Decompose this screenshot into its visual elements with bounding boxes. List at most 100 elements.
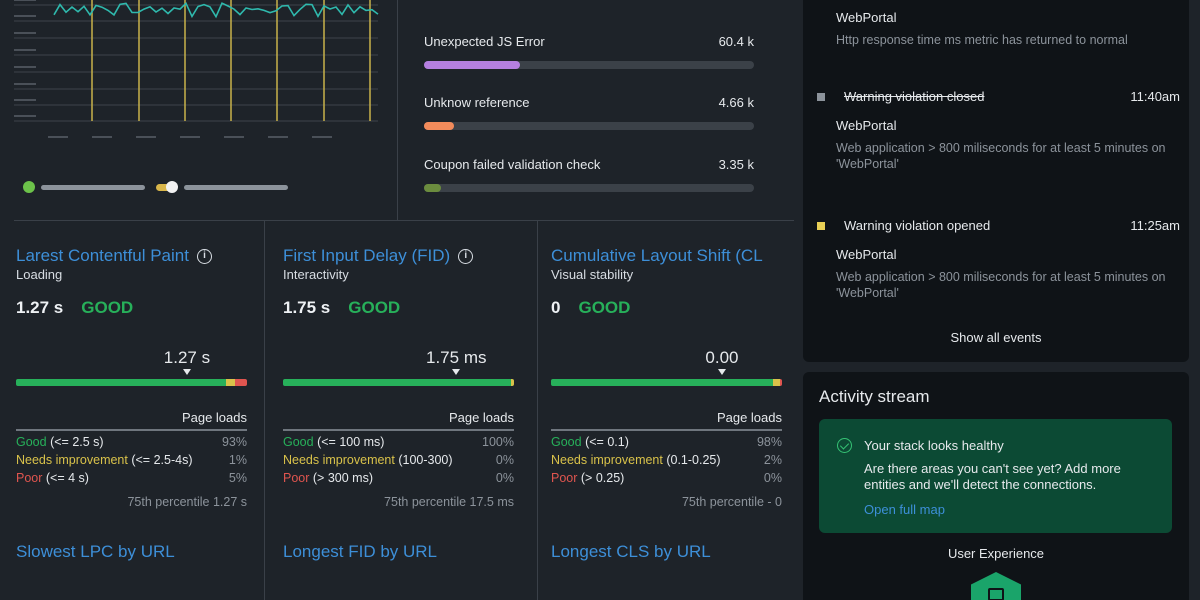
event-time: 11:25am (1130, 218, 1180, 233)
divider (551, 429, 782, 431)
bar-needs (772, 379, 780, 386)
chart-y-tick (14, 32, 36, 34)
user-experience-label: User Experience (947, 546, 1045, 561)
row-name: Needs improvement (283, 453, 395, 467)
divider (264, 220, 265, 600)
vital-title[interactable]: Larest Contentful Paint i (16, 246, 212, 266)
error-progress-fill (424, 184, 441, 192)
error-label: Unexpected JS Error (424, 34, 545, 49)
row-range: (0.1-0.25) (666, 453, 721, 467)
vital-value-number: 1.27 s (16, 298, 64, 317)
chart-series-line (53, 1, 379, 19)
browser-window-icon[interactable] (971, 572, 1021, 600)
row-name: Good (16, 435, 47, 449)
vital-status-badge: GOOD (578, 298, 631, 317)
vital-title-text[interactable]: Cumulative Layout Shift (CL (551, 246, 763, 265)
open-full-map-link[interactable]: Open full map (864, 502, 945, 517)
chart-x-tick (48, 136, 68, 138)
vital-row: Needs improvement (100-300) 0% (283, 453, 514, 467)
caret-down-icon (182, 369, 191, 375)
chart-x-tick (312, 136, 332, 138)
vital-subtitle: Loading (16, 267, 63, 282)
legend-series-1[interactable] (23, 181, 145, 193)
page-loads-label: Page loads (448, 410, 514, 425)
divider (14, 220, 794, 221)
vital-value-number: 0 (551, 298, 561, 317)
chart-y-tick (14, 0, 36, 1)
vital-subtitle: Visual stability (551, 267, 634, 282)
vital-distribution-bar (16, 379, 247, 386)
vital-value: 1.27 s GOOD (16, 298, 133, 318)
activity-stream-title: Activity stream (819, 387, 930, 406)
chart-y-tick (14, 83, 36, 85)
page-loads-label: Page loads (181, 410, 247, 425)
event-title-text[interactable]: Warning violation closed (844, 89, 985, 104)
event-app: WebPortal (836, 118, 897, 133)
web-vital-card: Larest Contentful Paint i Loading 1.27 s GOO… (16, 220, 247, 600)
error-count: 3.35 k (718, 157, 754, 172)
throughput-chart (14, 0, 379, 138)
divider (16, 429, 247, 431)
chart-x-tick (136, 136, 156, 138)
vital-url-link[interactable]: Longest CLS by URL (551, 542, 711, 561)
stack-health-card: Your stack looks healthy Are there areas… (819, 419, 1172, 533)
vital-row: Poor (<= 4 s) 5% (16, 471, 247, 485)
row-range: (<= 0.1) (585, 435, 629, 449)
row-name: Poor (283, 471, 310, 485)
vital-title-text[interactable]: First Input Delay (FID) (283, 246, 451, 265)
vital-url-link[interactable]: Longest FID by URL (283, 542, 438, 561)
vital-url-link[interactable]: Slowest LPC by URL (16, 542, 175, 561)
vital-row: Poor (> 300 ms) 0% (283, 471, 514, 485)
web-vital-card: First Input Delay (FID) i Interactivity 1.7… (283, 220, 514, 600)
error-item[interactable]: Unexpected JS Error 60.4 k (424, 34, 754, 69)
event-description: Http response time ms metric has returne… (836, 33, 1128, 47)
error-item[interactable]: Coupon failed validation check 3.35 k (424, 157, 754, 192)
event-app: WebPortal (836, 10, 897, 25)
row-percent: 1% (228, 453, 247, 467)
vital-value-number: 1.75 s (283, 298, 331, 317)
row-name: Good (551, 435, 582, 449)
row-range: (> 0.25) (580, 471, 625, 485)
row-name: Needs improvement (16, 453, 128, 467)
vital-distribution-bar (283, 379, 514, 386)
caret-down-icon (717, 369, 726, 375)
row-percent: 0% (495, 471, 514, 485)
row-range: (<= 2.5-4s) (131, 453, 193, 467)
info-icon[interactable]: i (196, 248, 212, 264)
activity-stream-panel: Activity stream Your stack looks healthy… (803, 372, 1189, 600)
vital-title[interactable]: First Input Delay (FID) i (283, 246, 474, 266)
event-description: Web application > 800 miliseconds for at… (836, 270, 1166, 300)
legend-series-bar (184, 184, 288, 190)
show-all-events-link[interactable]: Show all events (950, 330, 1042, 345)
percentile-value: 75th percentile 1.27 s (127, 495, 247, 509)
vital-title-text[interactable]: Larest Contentful Paint (16, 246, 189, 265)
event-time: 11:40am (1130, 89, 1180, 104)
vital-value: 1.75 s GOOD (283, 298, 400, 318)
error-item[interactable]: Unknow reference 4.66 k (424, 95, 754, 130)
row-name: Good (283, 435, 314, 449)
vital-marker-value: 1.27 s (163, 348, 211, 367)
error-progress-track (424, 184, 754, 192)
stack-health-body: Are there areas you can't see yet? Add m… (864, 461, 1121, 492)
divider (397, 0, 398, 220)
row-range: (<= 4 s) (45, 471, 89, 485)
vital-subtitle: Interactivity (283, 267, 349, 282)
legend-series-2[interactable] (156, 181, 288, 193)
event-title-text[interactable]: Warning violation opened (844, 218, 991, 233)
error-count: 60.4 k (718, 34, 754, 49)
chart-y-tick (14, 66, 36, 68)
stack-health-title: Your stack looks healthy (864, 438, 1004, 453)
event-title[interactable]: Warning violation opened (817, 218, 990, 233)
error-progress-fill (424, 61, 520, 69)
info-icon[interactable]: i (458, 248, 474, 264)
vital-row: Good (<= 2.5 s) 93% (16, 435, 247, 449)
event-title[interactable]: Warning violation closed (817, 89, 984, 104)
web-vital-card: Cumulative Layout Shift (CL Visual stabil… (551, 220, 782, 600)
row-percent: 0% (763, 471, 782, 485)
error-label: Unknow reference (424, 95, 530, 110)
error-progress-track (424, 61, 754, 69)
status-square-icon (817, 221, 825, 230)
vital-title[interactable]: Cumulative Layout Shift (CL (551, 246, 763, 266)
chart-x-tick (180, 136, 200, 138)
events-panel: WebPortal Http response time ms metric ha… (803, 0, 1189, 362)
